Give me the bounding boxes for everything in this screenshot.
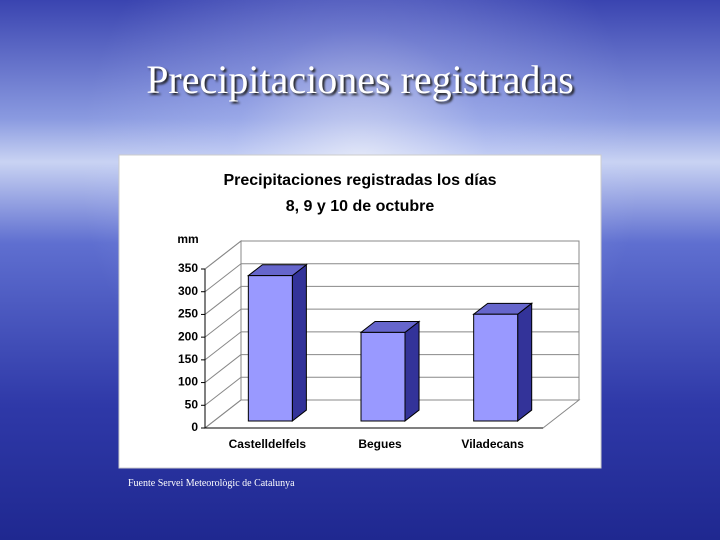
y-tick-label: 200 xyxy=(178,329,198,343)
grid-line xyxy=(204,376,242,406)
grid-line xyxy=(204,399,242,429)
y-tick-label: 0 xyxy=(191,420,198,434)
slide-title: Precipitaciones registradas xyxy=(146,57,574,102)
x-tick-label: Castelldelfels xyxy=(229,437,307,451)
footnote: Fuente Servei Meteorològic de Catalunya xyxy=(128,478,295,489)
chart-title: Precipitaciones registradas los días xyxy=(223,172,496,189)
grid-line xyxy=(204,286,242,315)
y-tick-label: 150 xyxy=(178,352,198,366)
y-tick-label: 250 xyxy=(178,307,198,321)
y-tick-label: 50 xyxy=(185,397,199,411)
y-tick-label: 300 xyxy=(178,284,198,298)
grid-line xyxy=(204,308,242,338)
bar-side xyxy=(404,320,420,423)
grid-line xyxy=(204,263,242,293)
grid-line xyxy=(204,240,242,270)
bar-side xyxy=(517,302,533,423)
side-wall xyxy=(204,239,242,430)
y-tick-label: 100 xyxy=(178,375,198,389)
bar xyxy=(360,331,406,422)
bar-side xyxy=(291,263,307,423)
x-tick-label: Begues xyxy=(358,437,402,451)
y-tick-label: 350 xyxy=(178,261,198,275)
bar xyxy=(473,313,519,422)
grid-line xyxy=(204,354,242,383)
y-axis-label: mm xyxy=(177,232,198,246)
chart-title: 8, 9 y 10 de octubre xyxy=(286,198,435,215)
grid-line xyxy=(204,331,242,361)
x-tick-label: Viladecans xyxy=(461,437,524,451)
bar xyxy=(247,275,293,422)
